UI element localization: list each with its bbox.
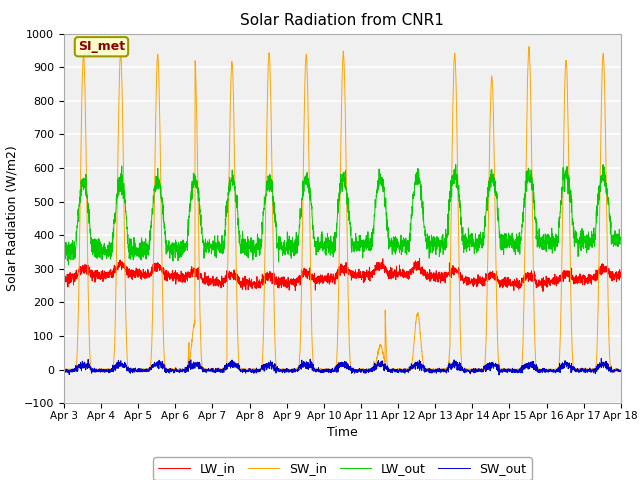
LW_in [124, 268, 131, 274]
SW_in [606, 361, 614, 367]
SW_in [617, 367, 625, 373]
Text: SI_met: SI_met [78, 40, 125, 53]
LW_out [606, 214, 614, 219]
LW_out [298, 197, 306, 203]
Line: SW_out: SW_out [64, 359, 621, 375]
Title: Solar Radiation from CNR1: Solar Radiation from CNR1 [241, 13, 444, 28]
LW_in [416, 255, 424, 261]
SW_out [274, 366, 282, 372]
LW_in [547, 283, 554, 288]
Line: SW_in: SW_in [64, 47, 621, 372]
LW_out [65, 262, 72, 268]
LW_in [298, 273, 305, 278]
LW_out [157, 183, 164, 189]
SW_out [495, 372, 503, 378]
SW_out [60, 368, 68, 373]
SW_in [274, 366, 282, 372]
LW_in [157, 264, 164, 270]
LW_in [606, 271, 614, 276]
SW_in [60, 368, 68, 374]
LW_in [617, 270, 625, 276]
LW_out [546, 246, 554, 252]
SW_out [598, 356, 605, 361]
SW_out [157, 359, 164, 365]
LW_out [124, 233, 132, 239]
SW_out [298, 363, 305, 369]
LW_in [274, 279, 282, 285]
LW_in [60, 274, 68, 279]
SW_out [546, 368, 554, 373]
Legend: LW_in, SW_in, LW_out, SW_out: LW_in, SW_in, LW_out, SW_out [153, 457, 532, 480]
LW_out [60, 254, 68, 260]
LW_in [539, 288, 547, 294]
LW_out [274, 241, 282, 247]
SW_out [606, 365, 614, 371]
SW_out [617, 369, 625, 374]
SW_in [547, 366, 554, 372]
SW_in [221, 369, 228, 374]
SW_out [124, 366, 131, 372]
Line: LW_in: LW_in [64, 258, 621, 291]
SW_in [298, 271, 306, 276]
LW_out [617, 234, 625, 240]
SW_in [124, 362, 131, 368]
Line: LW_out: LW_out [64, 165, 621, 265]
SW_in [157, 165, 164, 171]
Y-axis label: Solar Radiation (W/m2): Solar Radiation (W/m2) [5, 145, 19, 291]
SW_in [525, 44, 532, 49]
LW_out [599, 162, 607, 168]
X-axis label: Time: Time [327, 426, 358, 439]
